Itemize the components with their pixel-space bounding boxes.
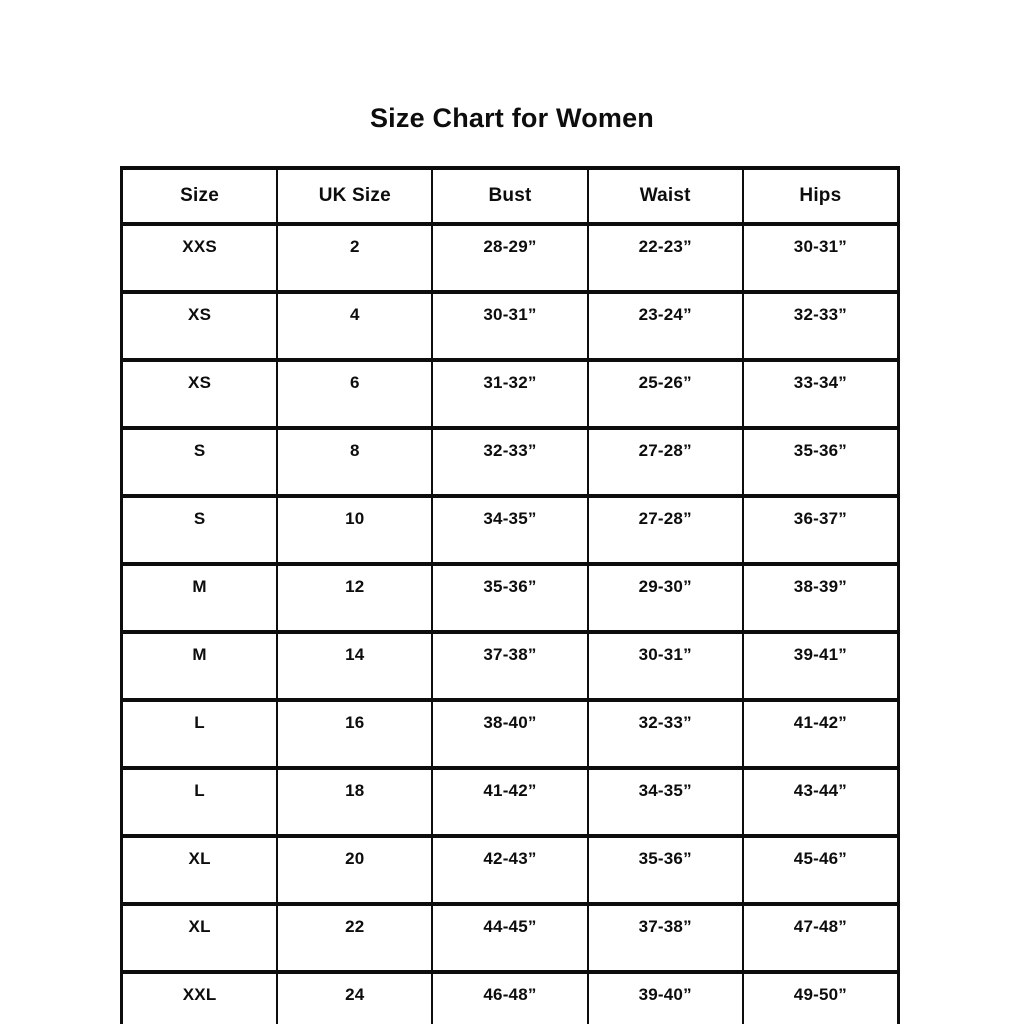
table-cell: M	[120, 630, 279, 702]
table-cell: 32-33”	[741, 290, 900, 362]
table-cell: 22-23”	[586, 222, 744, 294]
table-cell: XL	[120, 902, 279, 974]
table-cell: 35-36”	[431, 562, 589, 634]
table-body: XXS 2 28-29” 22-23” 30-31” XS 4 30-31” 23-24” 32-…	[120, 222, 900, 1024]
table-cell: XXL	[120, 970, 279, 1024]
table-cell: XL	[120, 834, 279, 906]
table-row: XXL 24 46-48” 39-40” 49-50”	[120, 970, 900, 1024]
table-cell: 14	[276, 630, 434, 702]
table-cell: 30-31”	[431, 290, 589, 362]
table-cell: 31-32”	[431, 358, 589, 430]
table-cell: L	[120, 698, 279, 770]
table-cell: 45-46”	[741, 834, 900, 906]
table-row: XL 20 42-43” 35-36” 45-46”	[120, 834, 900, 906]
table-cell: 25-26”	[586, 358, 744, 430]
table-cell: 22	[276, 902, 434, 974]
table-cell: 33-34”	[741, 358, 900, 430]
table-cell: 46-48”	[431, 970, 589, 1024]
table-cell: 10	[276, 494, 434, 566]
table-cell: 32-33”	[586, 698, 744, 770]
table-cell: 43-44”	[741, 766, 900, 838]
header-cell-size: Size	[120, 166, 279, 226]
table-cell: 24	[276, 970, 434, 1024]
table-cell: S	[120, 426, 279, 498]
table-cell: M	[120, 562, 279, 634]
table-cell: 6	[276, 358, 434, 430]
table-row: M 14 37-38” 30-31” 39-41”	[120, 630, 900, 702]
table-cell: 37-38”	[586, 902, 744, 974]
table-cell: XS	[120, 358, 279, 430]
table-cell: 32-33”	[431, 426, 589, 498]
table-row: L 18 41-42” 34-35” 43-44”	[120, 766, 900, 838]
table-row: M 12 35-36” 29-30” 38-39”	[120, 562, 900, 634]
table-cell: 23-24”	[586, 290, 744, 362]
table-cell: 42-43”	[431, 834, 589, 906]
table-cell: 20	[276, 834, 434, 906]
table-cell: 37-38”	[431, 630, 589, 702]
page-title: Size Chart for Women	[369, 103, 655, 133]
table-cell: L	[120, 766, 279, 838]
table-row: XS 6 31-32” 25-26” 33-34”	[120, 358, 900, 430]
table-cell: 39-41”	[741, 630, 900, 702]
table-row: XL 22 44-45” 37-38” 47-48”	[120, 902, 900, 974]
table-cell: 30-31”	[586, 630, 744, 702]
table-cell: S	[120, 494, 279, 566]
table-row: L 16 38-40” 32-33” 41-42”	[120, 698, 900, 770]
table-cell: 41-42”	[741, 698, 900, 770]
table-cell: 35-36”	[741, 426, 900, 498]
table-cell: 47-48”	[741, 902, 900, 974]
table-cell: XS	[120, 290, 279, 362]
table-cell: 38-40”	[431, 698, 589, 770]
table-cell: 28-29”	[431, 222, 589, 294]
table-cell: XXS	[120, 222, 279, 294]
table-cell: 27-28”	[586, 494, 744, 566]
table-cell: 8	[276, 426, 434, 498]
table-cell: 12	[276, 562, 434, 634]
table-cell: 16	[276, 698, 434, 770]
table-row: S 8 32-33” 27-28” 35-36”	[120, 426, 900, 498]
size-chart-table: Size UK Size Bust Waist Hips XXS 2 28-29” 22-23…	[120, 166, 900, 1024]
table-cell: 38-39”	[741, 562, 900, 634]
table-row: XS 4 30-31” 23-24” 32-33”	[120, 290, 900, 362]
table-cell: 18	[276, 766, 434, 838]
table-row: S 10 34-35” 27-28” 36-37”	[120, 494, 900, 566]
header-cell-waist: Waist	[586, 166, 744, 226]
table-cell: 30-31”	[741, 222, 900, 294]
header-cell-bust: Bust	[431, 166, 589, 226]
table-cell: 27-28”	[586, 426, 744, 498]
table-cell: 34-35”	[431, 494, 589, 566]
table-cell: 34-35”	[586, 766, 744, 838]
table-cell: 39-40”	[586, 970, 744, 1024]
table-cell: 44-45”	[431, 902, 589, 974]
table-head: Size UK Size Bust Waist Hips	[120, 166, 900, 226]
table-cell: 4	[276, 290, 434, 362]
header-cell-hips: Hips	[741, 166, 900, 226]
table-cell: 36-37”	[741, 494, 900, 566]
table-cell: 2	[276, 222, 434, 294]
table-cell: 35-36”	[586, 834, 744, 906]
table-cell: 41-42”	[431, 766, 589, 838]
table-header-row: Size UK Size Bust Waist Hips	[120, 166, 900, 226]
table-row: XXS 2 28-29” 22-23” 30-31”	[120, 222, 900, 294]
table-cell: 49-50”	[741, 970, 900, 1024]
header-cell-uk-size: UK Size	[276, 166, 434, 226]
table-cell: 29-30”	[586, 562, 744, 634]
